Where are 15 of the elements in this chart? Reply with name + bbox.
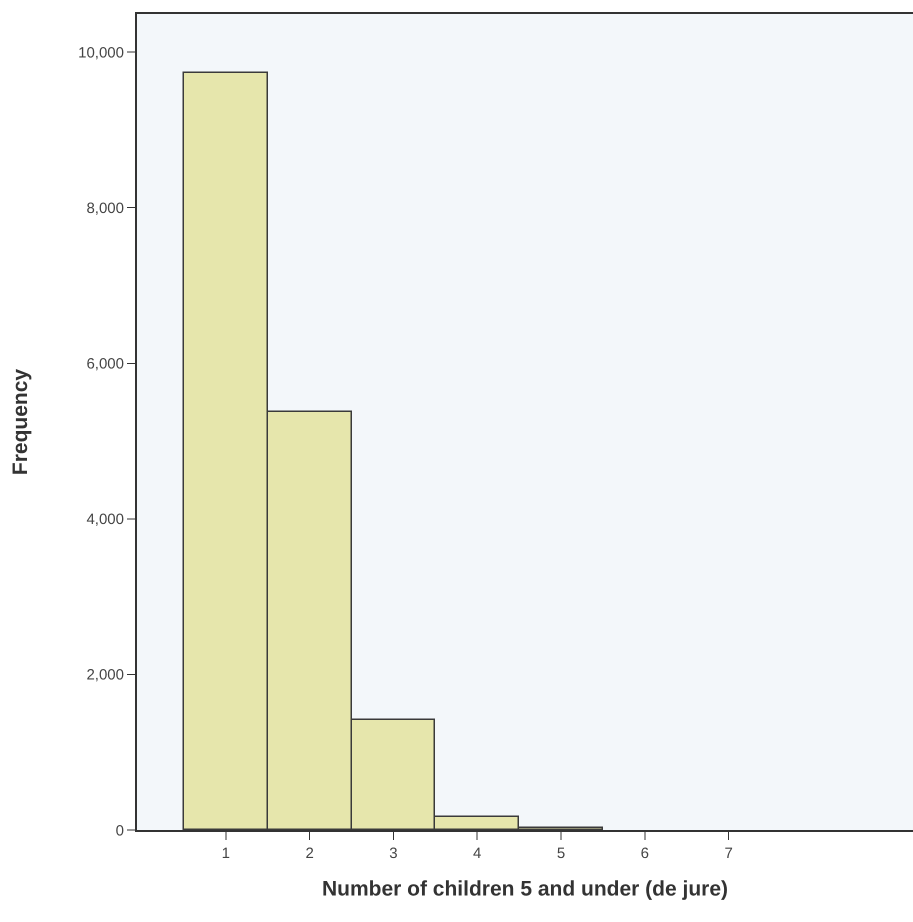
y-tick-label: 2,000	[86, 666, 124, 684]
y-axis-title: Frequency	[8, 368, 32, 476]
y-tick-label: 8,000	[86, 200, 124, 217]
x-axis-title: Number of children 5 and under (de jure)	[322, 878, 728, 901]
y-tick-label: 0	[116, 822, 124, 840]
x-tick-label: 5	[556, 845, 566, 862]
x-tick-label: 7	[724, 845, 733, 862]
x-tick-label: 3	[389, 845, 398, 862]
x-tick-label: 2	[305, 845, 314, 862]
y-tick-label: 6,000	[86, 356, 124, 373]
x-tick-label: 6	[640, 845, 650, 862]
x-tick-label: 4	[473, 845, 482, 862]
x-tick-label: 1	[222, 845, 230, 862]
y-tick-label: 4,000	[86, 511, 124, 528]
y-tick-label: 10,000	[78, 44, 124, 62]
